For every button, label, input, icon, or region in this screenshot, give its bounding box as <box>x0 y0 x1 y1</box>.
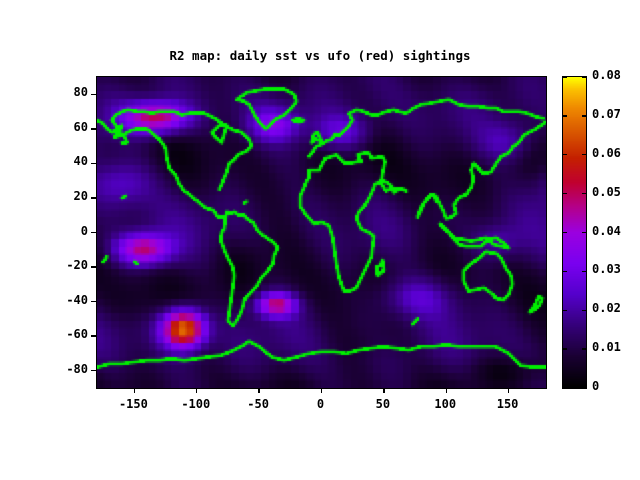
colorbar-tick <box>563 309 567 311</box>
colorbar-tick <box>582 348 586 350</box>
colorbar-tick <box>582 154 586 156</box>
x-tick <box>133 388 136 393</box>
colorbar-tick <box>582 115 586 117</box>
y-tick <box>91 93 96 95</box>
x-tick <box>507 388 510 393</box>
x-tick-label: -50 <box>247 397 269 411</box>
x-tick <box>258 388 260 393</box>
x-tick <box>320 388 323 393</box>
y-tick <box>91 335 96 337</box>
x-tick <box>445 388 447 393</box>
y-tick <box>91 266 96 268</box>
y-tick <box>91 231 96 234</box>
map-axes <box>91 76 547 393</box>
colorbar-tick-label: 0 <box>592 379 600 393</box>
x-tick-label: 100 <box>434 397 457 411</box>
colorbar-tick <box>563 270 567 273</box>
x-tick-label: 0 <box>316 397 325 411</box>
y-tick <box>91 128 96 130</box>
y-tick-label: 60 <box>73 119 88 134</box>
x-tick-label: -100 <box>181 397 211 411</box>
colorbar-tick-label: 0.06 <box>592 145 621 160</box>
y-tick <box>91 300 96 303</box>
colorbar-tick <box>582 192 586 195</box>
colorbar-tick <box>563 231 567 234</box>
y-tick-label: -40 <box>66 292 88 307</box>
colorbar-tick-label: 0.04 <box>592 223 621 238</box>
colorbar-tick-label: 0.02 <box>592 301 621 316</box>
y-tick-label: 0 <box>80 223 88 238</box>
colorbar-tick <box>563 115 567 117</box>
colorbar-tick <box>563 348 567 350</box>
colorbar-tick <box>582 270 586 273</box>
x-tick-label: -150 <box>118 397 148 411</box>
x-tick-label: 150 <box>496 397 519 411</box>
colorbar-tick <box>563 154 567 156</box>
y-tick-label: 40 <box>73 154 88 169</box>
colorbar-tick-label: 0.05 <box>592 184 621 199</box>
y-tick-label: 80 <box>73 85 88 100</box>
x-tick <box>196 388 198 393</box>
colorbar-tick-label: 0.03 <box>592 262 621 277</box>
y-tick-label: -20 <box>66 258 88 273</box>
page-title: R2 map: daily sst vs ufo (red) sightings <box>169 48 471 63</box>
colorbar-tick <box>582 231 586 234</box>
y-tick <box>91 162 96 165</box>
colorbar-tick-label: 0.01 <box>592 340 621 355</box>
colorbar-tick <box>563 77 567 79</box>
y-tick-label: 20 <box>73 188 88 203</box>
colorbar-tick-label: 0.08 <box>592 68 621 82</box>
colorbar-tick <box>582 309 586 311</box>
colorbar-gradient <box>563 77 586 388</box>
colorbar-tick <box>582 77 586 79</box>
colorbar-tick <box>563 386 567 388</box>
y-tick <box>91 197 96 199</box>
colorbar-tick-label: 0.07 <box>592 106 621 121</box>
heatmap-image <box>97 77 546 388</box>
x-tick <box>383 388 385 393</box>
y-tick-label: -60 <box>66 327 88 342</box>
colorbar-tick <box>563 192 567 195</box>
x-tick-label: 50 <box>375 397 391 411</box>
colorbar <box>562 76 587 389</box>
y-tick-label: -80 <box>66 361 88 376</box>
colorbar-tick <box>582 386 586 388</box>
y-tick <box>91 370 96 372</box>
